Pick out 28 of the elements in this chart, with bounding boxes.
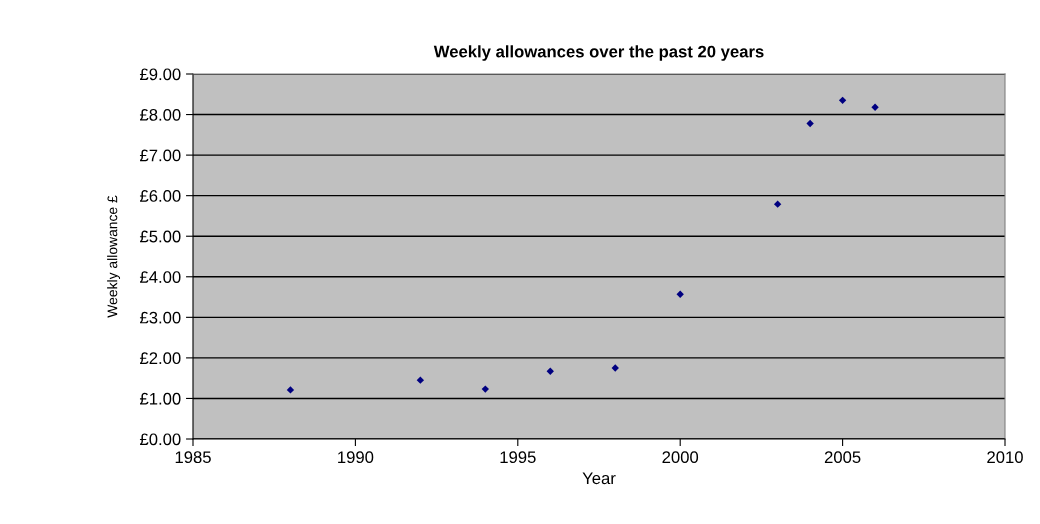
- x-axis-title: Year: [582, 472, 616, 485]
- point: [416, 376, 425, 384]
- point: [286, 386, 295, 394]
- point: [871, 103, 879, 111]
- x-tick-label: 2000: [662, 451, 699, 464]
- point: [806, 119, 814, 128]
- y-tick-label: £0.00: [139, 433, 181, 446]
- x-tick-label: 1995: [500, 451, 536, 464]
- x-tick-label: 1985: [175, 451, 211, 464]
- y-tick-label: £4.00: [139, 271, 181, 283]
- y-tick-label: £9.00: [139, 68, 181, 81]
- point: [546, 367, 554, 375]
- point: [481, 385, 489, 393]
- point: [838, 96, 847, 105]
- chart-title: Weekly allowances over the past 20 years: [433, 45, 764, 61]
- x-tick-label: 1990: [338, 451, 374, 464]
- y-tick-label: £2.00: [139, 352, 181, 365]
- y-tick-label: £8.00: [139, 108, 181, 121]
- y-tick-label: £6.00: [139, 190, 181, 202]
- y-tick-label: £5.00: [139, 230, 181, 243]
- x-tick-label: 2010: [987, 451, 1023, 464]
- y-tick-label: £7.00: [139, 149, 181, 162]
- y-tick-label: £3.00: [139, 311, 181, 324]
- x-tick-label: 2005: [824, 451, 861, 464]
- point: [676, 290, 684, 298]
- point: [773, 200, 782, 208]
- y-axis-title: Weekly allowance £: [107, 195, 121, 318]
- y-tick-label: £1.00: [139, 392, 181, 405]
